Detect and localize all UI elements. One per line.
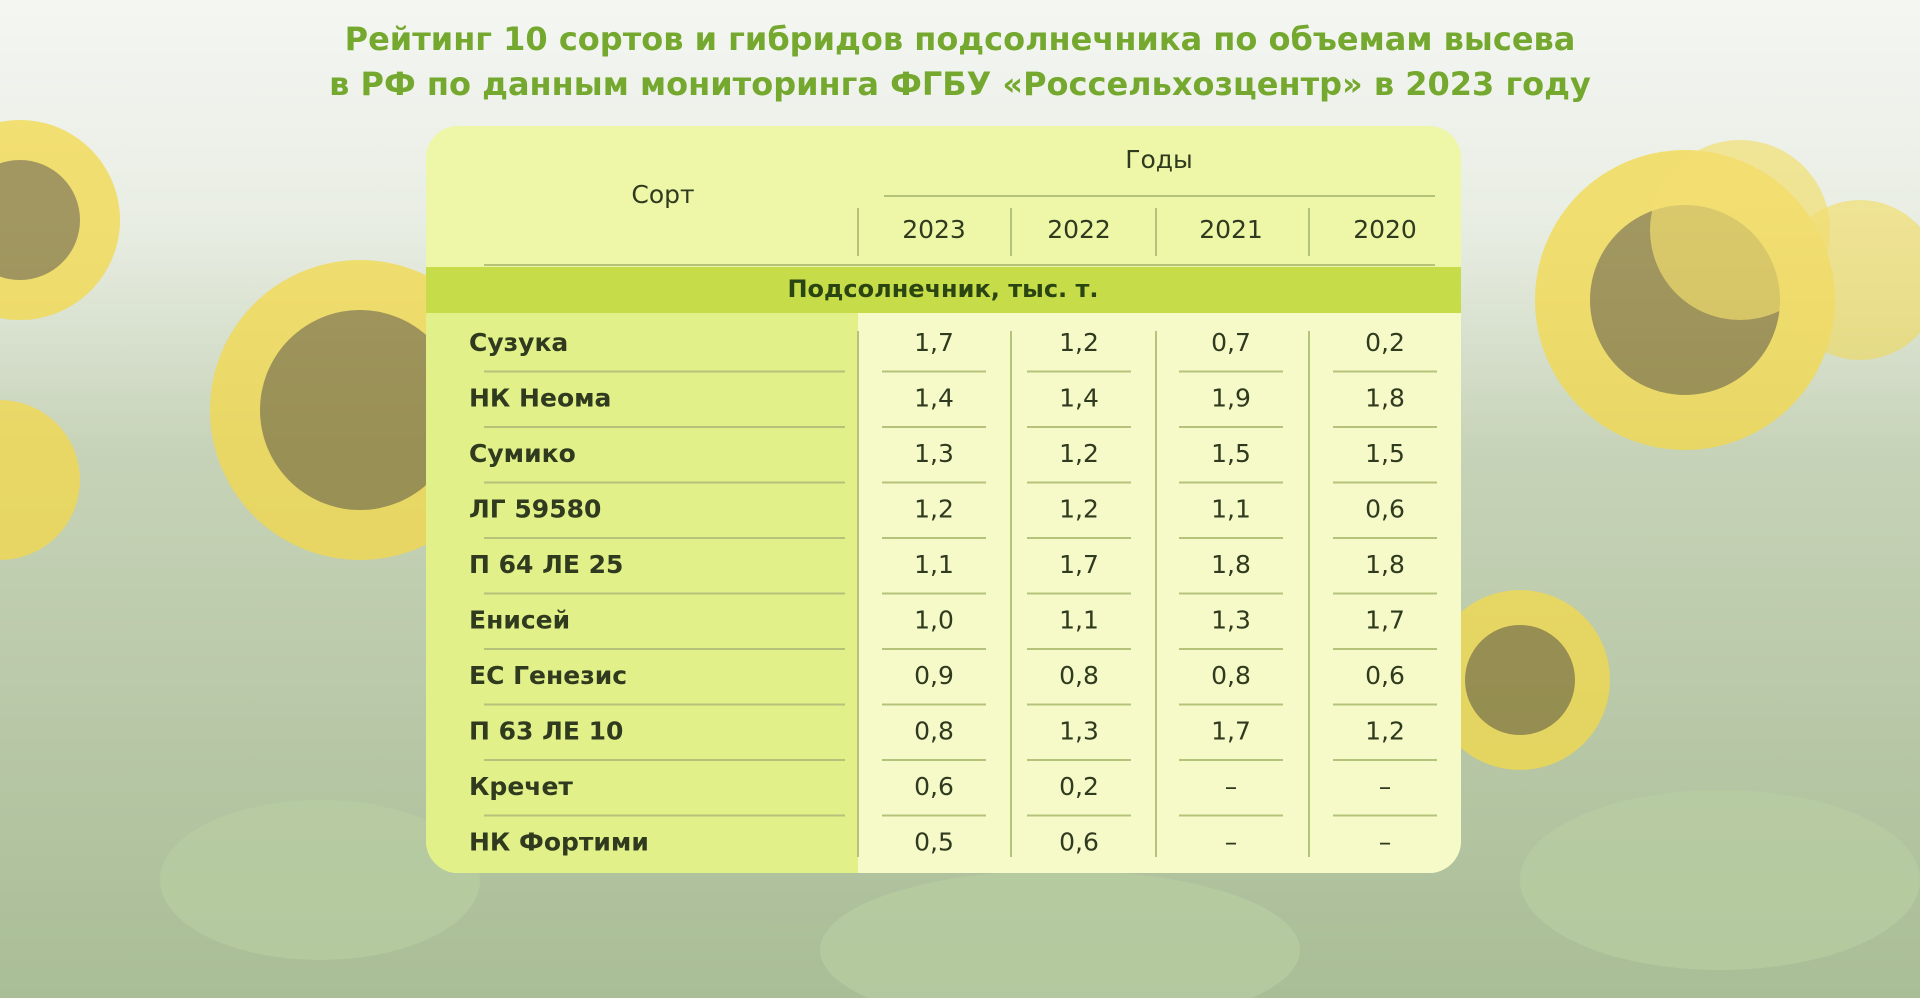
year-header: 2020	[1353, 215, 1417, 244]
section-title: Подсолнечник, тыс. т.	[787, 275, 1098, 303]
value-cell: 1,1	[1211, 495, 1251, 524]
value-cell: 0,2	[1059, 772, 1099, 801]
value-cell: 0,8	[1211, 661, 1251, 690]
value-cell: 1,8	[1365, 384, 1405, 413]
variety-name: Сузука	[469, 328, 568, 357]
value-cell: 1,2	[1059, 439, 1099, 468]
variety-name: П 64 ЛЕ 25	[469, 550, 623, 579]
variety-name: Енисей	[469, 606, 570, 635]
variety-name: П 63 ЛЕ 10	[469, 717, 623, 746]
variety-name: Сумико	[469, 439, 576, 468]
value-cell: 1,2	[914, 495, 954, 524]
value-cell: 1,7	[1365, 606, 1405, 635]
variety-name: ЕС Генезис	[469, 661, 627, 690]
value-cell: 1,9	[1211, 384, 1251, 413]
value-cell: 1,2	[1365, 717, 1405, 746]
value-cell: 1,3	[914, 439, 954, 468]
value-cell: 0,6	[1365, 495, 1405, 524]
value-cell: –	[1225, 828, 1238, 857]
value-cell: 1,4	[914, 384, 954, 413]
value-cell: 0,2	[1365, 328, 1405, 357]
year-header: 2021	[1199, 215, 1263, 244]
value-cell: 1,1	[1059, 606, 1099, 635]
value-cell: 1,5	[1365, 439, 1405, 468]
value-cell: 0,8	[914, 717, 954, 746]
table-background	[426, 126, 1461, 873]
value-cell: 0,6	[1365, 661, 1405, 690]
year-header: 2023	[902, 215, 966, 244]
value-cell: 0,6	[1059, 828, 1099, 857]
value-cell: 1,7	[914, 328, 954, 357]
header-cell: Сорт	[631, 180, 694, 209]
value-cell: 1,7	[1059, 550, 1099, 579]
variety-name: ЛГ 59580	[469, 495, 601, 524]
value-cell: 1,8	[1211, 550, 1251, 579]
variety-name: Кречет	[469, 772, 573, 801]
value-cell: 1,7	[1211, 717, 1251, 746]
value-cell: –	[1379, 828, 1392, 857]
value-cell: 0,9	[914, 661, 954, 690]
value-cell: 1,0	[914, 606, 954, 635]
value-cell: 1,2	[1059, 328, 1099, 357]
value-cell: 0,7	[1211, 328, 1251, 357]
header-cell: Годы	[1125, 145, 1193, 174]
variety-name: НК Фортими	[469, 828, 649, 857]
value-cell: 1,1	[914, 550, 954, 579]
title-line: Рейтинг 10 сортов и гибридов подсолнечни…	[345, 20, 1576, 58]
value-cell: 1,3	[1211, 606, 1251, 635]
value-cell: 1,5	[1211, 439, 1251, 468]
value-cell: 1,4	[1059, 384, 1099, 413]
table: Сорт Годы 2023 2022 2021 2020 Подсолнечник, ты…	[426, 126, 1461, 873]
value-cell: –	[1225, 772, 1238, 801]
variety-name: НК Неома	[469, 384, 611, 413]
value-cell: 0,6	[914, 772, 954, 801]
value-cell: 1,8	[1365, 550, 1405, 579]
value-cell: 1,2	[1059, 495, 1099, 524]
year-header: 2022	[1047, 215, 1111, 244]
value-cell: –	[1379, 772, 1392, 801]
value-cell: 0,8	[1059, 661, 1099, 690]
value-cell: 0,5	[914, 828, 954, 857]
value-cell: 1,3	[1059, 717, 1099, 746]
title-line: в РФ по данным мониторинга ФГБУ «Россель…	[329, 65, 1591, 103]
sunflower-decor	[0, 120, 1920, 998]
